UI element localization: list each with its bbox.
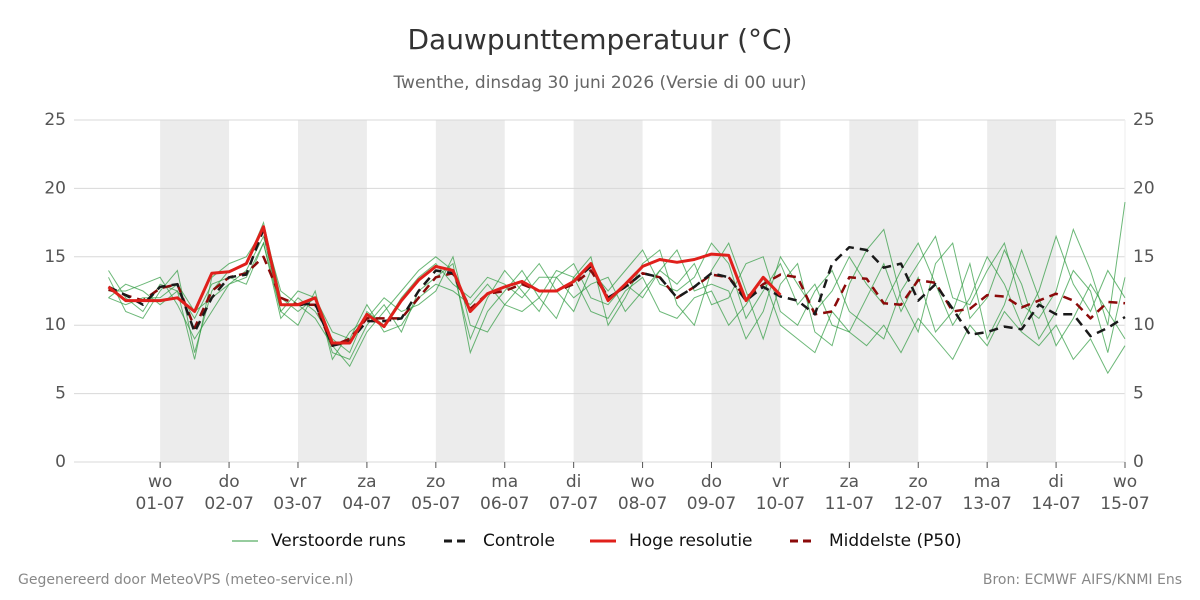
legend-label: Hoge resolutie: [629, 531, 753, 551]
x-tick-weekday: ma: [974, 472, 1001, 492]
x-tick-weekday: za: [357, 472, 376, 492]
x-tick-label: 02-07: [204, 494, 253, 514]
chart-title: Dauwpunttemperatuur (°C): [407, 23, 792, 56]
legend-label: Controle: [483, 531, 555, 551]
x-tick-label: 09-07: [687, 494, 736, 514]
x-tick-label: 01-07: [135, 494, 184, 514]
x-tick-weekday: di: [1048, 472, 1064, 492]
x-tick-label: 06-07: [480, 494, 529, 514]
day-band: [160, 120, 230, 462]
x-tick-label: 14-07: [1031, 494, 1080, 514]
x-tick-weekday: do: [218, 472, 239, 492]
x-tick-weekday: za: [840, 472, 859, 492]
x-tick-weekday: zo: [426, 472, 445, 492]
y2-tick-label: 10: [1133, 315, 1155, 335]
y2-tick-label: 15: [1133, 247, 1155, 267]
day-band: [297, 120, 367, 462]
y-tick-label: 25: [44, 110, 66, 130]
x-tick-label: 08-07: [618, 494, 667, 514]
y-tick-label: 0: [55, 452, 66, 472]
x-tick-weekday: wo: [1113, 472, 1137, 492]
y-tick-label: 10: [44, 315, 66, 335]
x-tick-label: 03-07: [273, 494, 322, 514]
x-tick-weekday: wo: [148, 472, 172, 492]
footer-right: Bron: ECMWF AIFS/KNMI Ens: [983, 572, 1182, 588]
day-band: [849, 120, 919, 462]
day-band: [987, 120, 1057, 462]
x-tick-label: 15-07: [1100, 494, 1149, 514]
y2-tick-label: 20: [1133, 178, 1155, 198]
x-tick-label: 04-07: [342, 494, 391, 514]
x-tick-weekday: ma: [491, 472, 518, 492]
x-tick-label: 07-07: [549, 494, 598, 514]
y2-tick-label: 5: [1133, 384, 1144, 404]
x-tick-weekday: di: [566, 472, 582, 492]
x-tick-label: 05-07: [411, 494, 460, 514]
legend-label: Verstoorde runs: [271, 531, 406, 551]
y2-tick-label: 25: [1133, 110, 1155, 130]
x-tick-weekday: vr: [289, 472, 306, 492]
x-tick-label: 10-07: [756, 494, 805, 514]
footer-left: Gegenereerd door MeteoVPS (meteo-service…: [18, 572, 353, 588]
x-tick-weekday: do: [701, 472, 722, 492]
x-tick-label: 11-07: [825, 494, 874, 514]
legend-label: Middelste (P50): [829, 531, 962, 551]
series-line: [107, 225, 782, 345]
x-tick-weekday: zo: [909, 472, 928, 492]
y2-tick-label: 0: [1133, 452, 1144, 472]
ensemble-run: [108, 241, 1126, 375]
chart-subtitle: Twenthe, dinsdag 30 juni 2026 (Versie di…: [392, 73, 806, 93]
y-tick-label: 20: [44, 178, 66, 198]
y-tick-label: 5: [55, 384, 66, 404]
x-tick-label: 13-07: [962, 494, 1011, 514]
x-tick-weekday: wo: [630, 472, 654, 492]
x-tick-label: 12-07: [894, 494, 943, 514]
y-tick-label: 15: [44, 247, 66, 267]
x-tick-weekday: vr: [772, 472, 789, 492]
